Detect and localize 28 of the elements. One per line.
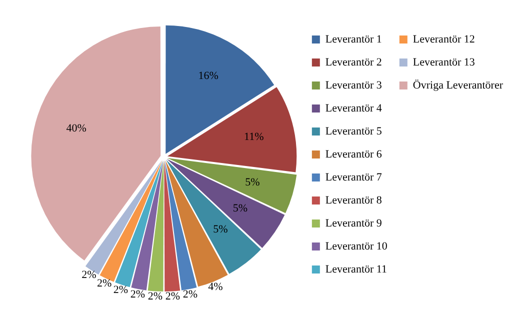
data-label: 2% xyxy=(165,290,180,303)
legend-label: Leverantör 7 xyxy=(325,171,382,184)
data-label: 2% xyxy=(97,278,112,290)
data-label: 4% xyxy=(208,281,223,294)
legend-label: Leverantör 8 xyxy=(325,194,382,206)
legend-label: Övriga Leverantörer xyxy=(412,79,504,92)
legend-label: Leverantör 9 xyxy=(325,217,382,230)
legend-label: Leverantör 12 xyxy=(412,33,475,46)
data-label: 2% xyxy=(148,290,162,303)
data-label: 2% xyxy=(82,269,96,282)
legend-label: Leverantör 11 xyxy=(325,263,388,276)
data-label: 5% xyxy=(213,224,228,236)
legend-label: Leverantör 13 xyxy=(412,56,476,68)
data-label: 40% xyxy=(66,122,86,134)
data-label: 2% xyxy=(113,284,128,296)
data-label: 5% xyxy=(245,176,260,189)
legend-label: Leverantör 1 xyxy=(325,33,382,46)
data-label: 5% xyxy=(232,202,248,215)
data-label: 2% xyxy=(182,288,198,300)
legend-label: Leverantör 4 xyxy=(325,102,382,114)
legend-label: Leverantör 2 xyxy=(325,56,382,68)
data-label: 16% xyxy=(198,70,218,82)
legend-label: Leverantör 3 xyxy=(325,79,382,92)
legend-label: Leverantör 6 xyxy=(325,148,382,160)
data-label: 2% xyxy=(130,288,146,300)
data-label: 11% xyxy=(244,130,264,143)
legend-label: Leverantör 5 xyxy=(325,125,382,138)
legend-label: Leverantör 10 xyxy=(325,240,388,252)
